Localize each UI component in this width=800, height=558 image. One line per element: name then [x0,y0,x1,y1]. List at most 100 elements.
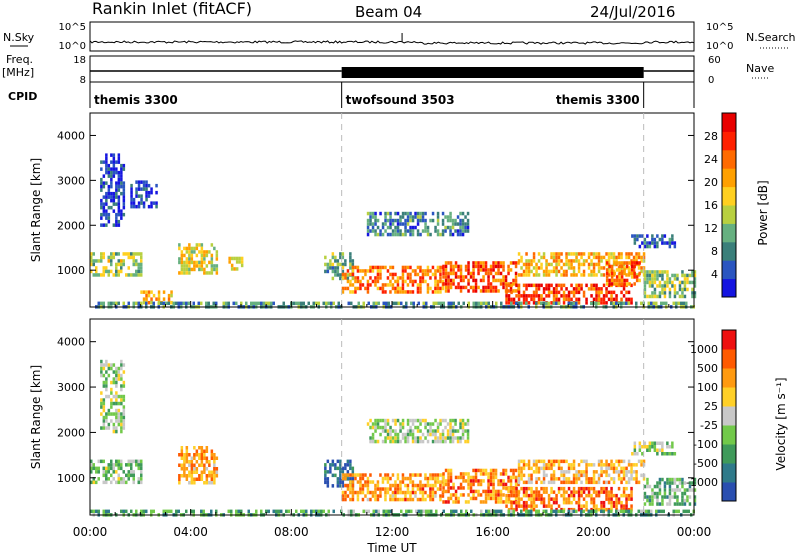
heatmap-cell [562,301,566,305]
heatmap-cell [195,467,199,471]
heatmap-cell [107,195,111,199]
heatmap-cell [122,262,125,267]
heatmap-cell [449,493,453,497]
heatmap-cell [431,439,435,444]
heatmap-cell [419,283,422,287]
heatmap-cell [213,463,216,467]
heatmap-cell [661,448,664,452]
heatmap-cell [95,509,98,514]
heatmap-cell [110,170,113,175]
heatmap-cell [570,290,573,295]
heatmap-cell [376,276,380,280]
heatmap-cell [407,509,410,514]
heatmap-cell [487,278,490,283]
heatmap-cell [157,297,161,301]
heatmap-cell [646,241,649,245]
heatmap-cell [326,459,330,464]
heatmap-cell [396,439,400,444]
heatmap-cell [120,426,123,430]
heatmap-cell [482,264,485,269]
heatmap-cell [595,283,598,288]
heatmap-cell [592,283,596,288]
heatmap-cell [520,504,523,508]
heatmap-cell [507,486,511,491]
heatmap-cell [590,493,593,498]
heatmap-cell [324,255,327,260]
heatmap-cell [431,272,435,277]
heatmap-cell [102,363,106,367]
heatmap-cell [379,432,382,437]
heatmap-cell [375,301,378,306]
heatmap-cell [627,297,631,302]
heatmap-cell [195,453,199,457]
heatmap-cell [587,493,591,498]
heatmap-cell [681,270,684,274]
heatmap-cell [434,439,437,444]
heatmap-cell [329,266,332,270]
heatmap-cell [464,429,467,433]
heatmap-cell [107,408,111,413]
heatmap-cell [527,269,531,274]
heatmap-cell [394,480,397,484]
heatmap-cell [344,476,347,481]
heatmap-cell [693,284,697,288]
heatmap-cell [112,153,116,157]
heatmap-cell [507,475,510,480]
heatmap-cell [590,477,593,481]
heatmap-cell [449,215,452,219]
heatmap-cell [635,252,638,256]
heatmap-cell [522,273,526,277]
heatmap-cell [344,272,347,277]
heatmap-cell [489,475,493,480]
heatmap-cell [102,509,105,514]
heatmap-cell [386,476,390,481]
heatmap-cell [339,484,342,488]
heatmap-cell [389,265,392,270]
heatmap-cell [382,509,385,514]
heatmap-cell [482,468,485,473]
heatmap-cell [691,488,694,492]
heatmap-cell [577,507,581,512]
heatmap-cell [107,394,111,399]
heatmap-cell [411,480,415,484]
heatmap-cell [613,261,616,265]
heatmap-cell [409,432,412,437]
heatmap-cell [401,436,405,440]
heatmap-cell [409,473,412,477]
heatmap-cell [434,476,437,481]
heatmap-cell [110,184,113,189]
heatmap-cell [414,211,417,216]
heatmap-cell [537,509,540,514]
heatmap-cell [155,297,158,301]
heatmap-cell [167,301,170,306]
heatmap-cell [137,273,140,277]
heatmap-cell [482,285,485,290]
heatmap-cell [510,301,513,306]
heatmap-cell [326,262,330,267]
heatmap-cell [351,473,355,477]
heatmap-cell [401,490,405,495]
heatmap-cell [683,294,687,299]
heatmap-cell [602,500,606,505]
heatmap-cell [542,301,545,306]
heatmap-cell [379,269,382,273]
heatmap-cell [632,463,636,467]
heatmap-cell [590,497,593,501]
heatmap-cell [507,264,510,269]
heatmap-cell [560,470,563,474]
heatmap-cell [349,290,352,294]
heatmap-cell [107,188,111,192]
heatmap-cell [200,460,204,464]
heatmap-cell [532,273,536,277]
heatmap-cell [552,259,556,263]
heatmap-cell [577,473,581,478]
heatmap-cell [570,259,573,263]
heatmap-cell [436,215,440,219]
heatmap-cell [542,290,546,295]
heatmap-cell [435,509,438,514]
heatmap-cell [663,488,667,492]
heatmap-cell [444,289,448,293]
heatmap-cell [419,232,422,237]
heatmap-cell [117,370,121,374]
heatmap-cell [492,285,495,290]
